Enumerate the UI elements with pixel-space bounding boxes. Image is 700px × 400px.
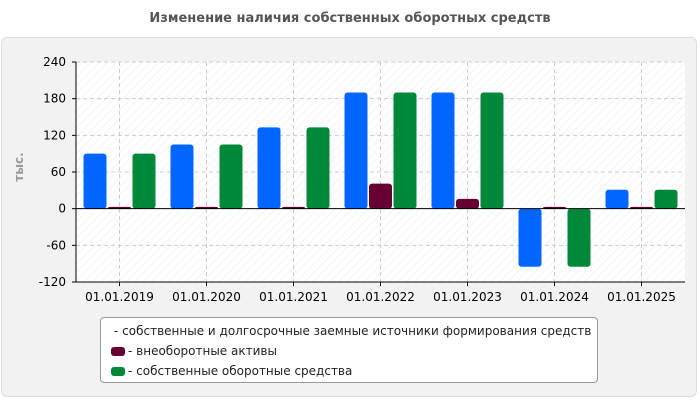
- bar-series-1: [518, 208, 542, 267]
- legend-item: собственные и долгосрочные заемные источ…: [109, 321, 591, 341]
- y-tick-label: 120: [43, 128, 66, 142]
- x-tick-label: 01.01.2024: [520, 290, 589, 304]
- legend-item: собственные оборотные средства: [109, 361, 589, 381]
- bar-series-2: [369, 183, 392, 209]
- tick-labels: -120 -60 0 60 120 180 240 01.01.2019 01.01.2020 0…: [39, 55, 676, 304]
- legend-swatch-series-3: [111, 366, 125, 376]
- bar-series-3: [219, 144, 243, 209]
- bar-series-1: [257, 127, 281, 209]
- legend-label: внеоборотные активы: [128, 344, 277, 358]
- y-tick-label: -60: [46, 238, 66, 252]
- legend-label: собственные оборотные средства: [128, 364, 352, 378]
- y-tick-label: 240: [43, 55, 66, 69]
- bar-series-1: [83, 153, 107, 209]
- y-tick-label: -120: [39, 275, 66, 289]
- legend-label: собственные и долгосрочные заемные источ…: [114, 324, 591, 338]
- bar-series-3: [567, 208, 591, 267]
- bar-series-1: [170, 144, 194, 209]
- bar-series-1: [344, 92, 368, 209]
- legend: собственные и долгосрочные заемные источ…: [100, 317, 598, 383]
- y-axis-label: тыс.: [12, 152, 26, 181]
- x-tick-label: 01.01.2019: [85, 290, 154, 304]
- x-tick-label: 01.01.2025: [607, 290, 676, 304]
- bar-series-3: [480, 92, 504, 209]
- bar-series-1: [431, 92, 455, 209]
- y-tick-label: 0: [58, 202, 66, 216]
- axes: [72, 61, 685, 286]
- x-tick-label: 01.01.2020: [172, 290, 241, 304]
- bar-series-3: [306, 127, 330, 209]
- y-tick-label: 180: [43, 92, 66, 106]
- legend-swatch-series-2: [111, 346, 125, 356]
- x-tick-label: 01.01.2023: [433, 290, 502, 304]
- legend-item: внеоборотные активы: [109, 341, 589, 361]
- bar-series-3: [654, 189, 678, 209]
- bar-series-3: [393, 92, 417, 209]
- bar-series-3: [132, 153, 156, 209]
- bar-series-1: [605, 189, 629, 209]
- chart-title: Изменение наличия собственных оборотных …: [149, 11, 551, 26]
- x-tick-label: 01.01.2022: [346, 290, 415, 304]
- bars: [83, 92, 678, 267]
- x-tick-label: 01.01.2021: [259, 290, 328, 304]
- y-tick-label: 60: [51, 165, 66, 179]
- bar-series-2: [456, 198, 479, 209]
